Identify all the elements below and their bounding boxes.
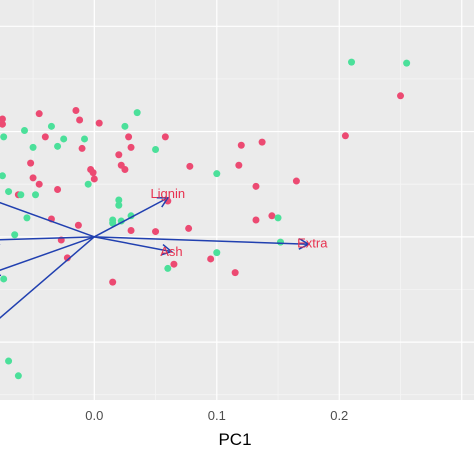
data-point — [186, 162, 194, 170]
data-point — [5, 357, 13, 365]
data-point — [23, 214, 31, 222]
data-point — [32, 191, 40, 199]
data-point — [115, 151, 123, 159]
data-point — [161, 133, 169, 141]
data-point — [258, 138, 266, 146]
data-point — [213, 170, 221, 178]
x-tick-label: 0.0 — [85, 408, 103, 423]
data-point — [72, 107, 80, 115]
data-point — [54, 142, 62, 150]
data-point — [292, 177, 300, 185]
arrow-head — [156, 197, 170, 208]
data-point — [252, 216, 260, 224]
data-point — [90, 175, 98, 183]
data-point — [20, 127, 28, 135]
data-point — [252, 182, 260, 190]
data-point — [47, 122, 55, 130]
data-point — [0, 172, 6, 180]
data-point — [207, 255, 215, 263]
loading-label: Lignin — [150, 186, 185, 201]
data-point — [81, 135, 89, 143]
loading-arrow — [0, 201, 95, 238]
data-point — [84, 180, 92, 188]
data-point — [125, 133, 133, 141]
plot-panel — [0, 0, 474, 400]
data-point — [29, 174, 37, 182]
loading-arrow — [0, 236, 95, 272]
scatter-points — [0, 58, 411, 380]
minor-gridlines — [0, 0, 474, 400]
data-point — [35, 180, 43, 188]
data-point — [185, 224, 193, 232]
data-point — [5, 188, 13, 196]
data-point — [268, 212, 276, 220]
data-point — [397, 92, 405, 100]
data-point — [17, 191, 25, 199]
x-axis-title: PC1 — [218, 430, 251, 449]
x-axis-ticks: 0.0 0.1 0.2 — [85, 408, 348, 423]
arrow-head — [298, 237, 311, 250]
data-point — [170, 260, 178, 268]
data-point — [60, 135, 68, 143]
data-point — [54, 185, 62, 193]
data-point — [109, 219, 117, 227]
data-point — [29, 143, 37, 151]
data-point — [231, 269, 239, 277]
data-point — [276, 238, 284, 246]
loading-arrow — [93, 197, 169, 238]
data-point — [348, 58, 356, 66]
data-point — [0, 115, 6, 123]
data-point — [41, 133, 49, 141]
loading-arrow — [0, 236, 95, 241]
data-point — [11, 231, 19, 239]
data-point — [78, 144, 86, 152]
data-point — [152, 228, 160, 236]
data-point — [115, 201, 123, 209]
arrow-head — [160, 244, 174, 256]
data-point — [127, 143, 135, 151]
data-point — [95, 119, 103, 127]
data-point — [133, 109, 141, 117]
loading-label: Ash — [160, 244, 182, 259]
loading-label: Extra — [297, 236, 328, 251]
loading-arrow — [94, 236, 309, 245]
data-point — [0, 120, 6, 128]
data-point — [35, 110, 43, 118]
data-point — [117, 161, 125, 169]
loading-arrow — [94, 236, 172, 253]
data-point — [127, 227, 135, 235]
x-tick-label: 0.2 — [330, 408, 348, 423]
data-point — [115, 196, 123, 204]
data-point — [403, 59, 411, 67]
data-point — [0, 275, 8, 283]
data-point — [89, 169, 97, 177]
data-point — [213, 249, 221, 257]
loading-arrow — [0, 236, 95, 319]
data-point — [235, 161, 243, 169]
data-point — [164, 264, 172, 272]
data-point — [109, 278, 117, 286]
data-point — [0, 133, 8, 141]
data-point — [121, 122, 129, 130]
loading-arrows — [0, 197, 311, 319]
data-point — [76, 116, 84, 124]
data-point — [27, 159, 35, 167]
data-point — [74, 221, 82, 229]
loading-labels: LigninAshExtraCellulose — [150, 186, 328, 259]
data-point — [237, 141, 245, 149]
data-point — [63, 254, 71, 262]
data-point — [152, 145, 160, 153]
data-point — [274, 214, 282, 222]
x-tick-label: 0.1 — [208, 408, 226, 423]
data-point — [14, 372, 22, 380]
data-point — [341, 132, 349, 140]
